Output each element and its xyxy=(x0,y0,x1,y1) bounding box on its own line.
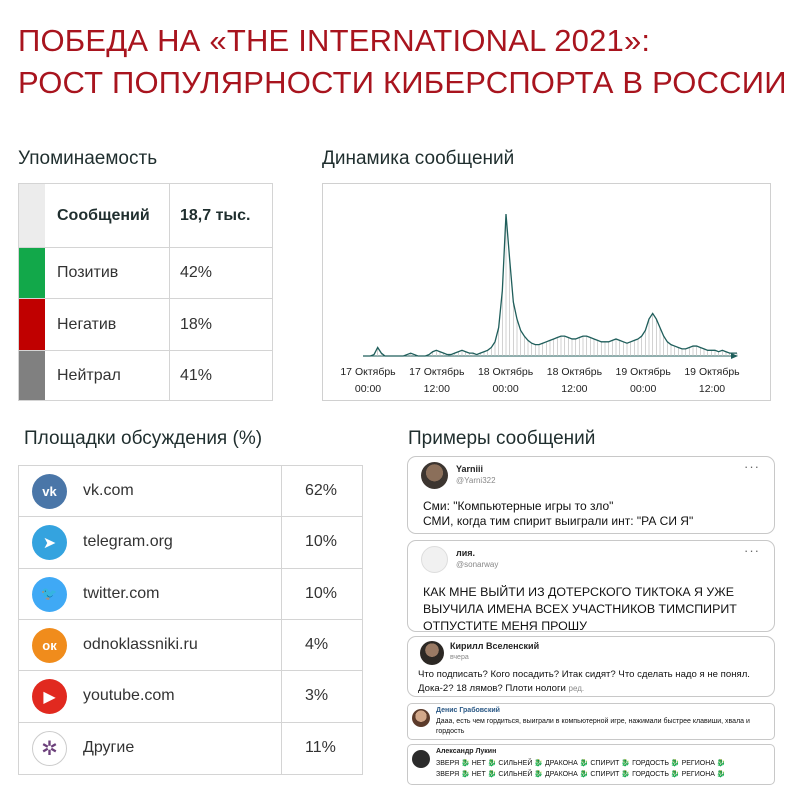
message-card: Александр Лукин ЗВЕРЯ 🐉 НЕТ 🐉 СИЛЬНЕЙ 🐉 … xyxy=(407,744,775,785)
x-tick-time: 12:00 xyxy=(699,383,725,395)
platform-row: ➤ telegram.org 10% xyxy=(19,517,362,569)
title-line-2: РОСТ ПОПУЛЯРНОСТИ КИБЕРСПОРТА В РОССИИ xyxy=(18,65,787,100)
message-handle: @Yarni322 xyxy=(456,476,496,485)
x-tick-date: 18 Октябрь xyxy=(547,366,603,378)
avatar xyxy=(421,546,448,573)
chart-end-marker xyxy=(731,353,738,359)
mentions-label: Негатив xyxy=(57,315,117,333)
mentions-value: 41% xyxy=(169,351,212,400)
x-tick-time: 00:00 xyxy=(355,383,381,395)
mentions-swatch xyxy=(19,299,45,350)
twitter-icon: 🐦 xyxy=(32,576,67,612)
message-text-line: ЗВЕРЯ 🐉 НЕТ 🐉 СИЛЬНЕЙ 🐉 ДРАКОНА 🐉 СПИРИТ… xyxy=(436,760,726,767)
platform-name: twitter.com xyxy=(83,584,160,602)
chart-series-line xyxy=(363,213,737,357)
edited-label: ред. xyxy=(568,684,585,693)
x-tick-date: 18 Октябрь xyxy=(478,366,534,378)
telegram-icon: ➤ xyxy=(32,525,67,561)
platform-percent: 4% xyxy=(281,620,362,671)
message-dynamics-chart: 17 Октябрь 00:00 17 Октябрь 12:00 18 Октябрь… xyxy=(322,183,771,401)
platform-name: telegram.org xyxy=(83,533,173,551)
platforms-table: vk vk.com 62% ➤ telegram.org 10% 🐦 twitter.com 1… xyxy=(18,465,363,775)
page-title: ПОБЕДА НА «THE INTERNATIONAL 2021»: РОСТ… xyxy=(18,20,787,104)
mentions-heading: Упоминаемость xyxy=(18,148,158,169)
chart-svg: 17 Октябрь 00:00 17 Октябрь 12:00 18 Октябрь… xyxy=(340,213,740,395)
message-author: Александр Лукин xyxy=(436,748,497,755)
message-date: вчера xyxy=(450,654,469,661)
mentions-row-negative: Негатив 18% xyxy=(19,299,272,351)
avatar xyxy=(420,641,444,665)
x-tick-date: 17 Октябрь xyxy=(409,366,465,378)
platform-row: 🐦 twitter.com 10% xyxy=(19,568,362,620)
x-tick-time: 00:00 xyxy=(630,383,656,395)
platforms-heading: Площадки обсуждения (%) xyxy=(24,428,263,449)
x-tick-time: 00:00 xyxy=(492,383,518,395)
mentions-table: Сообщений 18,7 тыс. Позитив 42% Негатив … xyxy=(18,183,273,401)
examples-heading: Примеры сообщений xyxy=(408,428,596,449)
mentions-row-neutral: Нейтрал 41% xyxy=(19,351,272,400)
avatar xyxy=(412,750,430,768)
platform-percent: 10% xyxy=(281,517,362,568)
platform-row: ▶ youtube.com 3% xyxy=(19,671,362,723)
platform-percent: 3% xyxy=(281,671,362,722)
vk-icon: vk xyxy=(32,474,67,509)
platform-name: odnoklassniki.ru xyxy=(83,636,198,654)
platform-name: Другие xyxy=(83,739,135,757)
mentions-label: Позитив xyxy=(57,264,119,281)
mentions-swatch xyxy=(19,248,45,298)
mentions-label: Нейтрал xyxy=(57,366,121,384)
x-tick-time: 12:00 xyxy=(424,383,450,395)
mentions-row-positive: Позитив 42% xyxy=(19,248,272,299)
more-options-icon[interactable]: ··· xyxy=(744,543,760,558)
platform-row: ✲ Другие 11% xyxy=(19,722,362,774)
message-handle: @sonarway xyxy=(456,560,499,569)
platform-percent: 10% xyxy=(281,568,362,619)
message-text: Дааа, есть чем гордиться, выиграли в ком… xyxy=(436,718,750,735)
avatar xyxy=(412,709,430,727)
x-tick-time: 12:00 xyxy=(561,383,587,395)
message-text: КАК МНЕ ВЫЙТИ ИЗ ДОТЕРСКОГО ТИКТОКА Я УЖ… xyxy=(423,585,737,632)
platform-row: vk vk.com 62% xyxy=(19,466,362,518)
platform-percent: 62% xyxy=(281,466,362,517)
odnoklassniki-icon: ок xyxy=(32,628,67,663)
mentions-row-messages: Сообщений 18,7 тыс. xyxy=(19,184,272,248)
message-text: Сми: "Компьютерные игры то зло" СМИ, ког… xyxy=(423,499,694,528)
message-text: Что подписать? Кого посадить? Итак сидят… xyxy=(418,668,770,696)
message-text-line: ЗВЕРЯ 🐉 НЕТ 🐉 СИЛЬНЕЙ 🐉 ДРАКОНА 🐉 СПИРИТ… xyxy=(436,771,726,778)
x-tick-date: 17 Октябрь xyxy=(340,366,396,378)
message-author: лия. xyxy=(456,548,476,558)
mentions-label: Сообщений xyxy=(57,206,150,224)
platform-row: ок odnoklassniki.ru 4% xyxy=(19,620,362,672)
network-icon: ✲ xyxy=(32,730,67,766)
title-line-1: ПОБЕДА НА «THE INTERNATIONAL 2021»: xyxy=(18,23,651,58)
message-author: Денис Грабовский xyxy=(436,707,500,714)
message-card: Кирилл Вселенский вчера Что подписать? К… xyxy=(407,636,775,697)
platform-name: vk.com xyxy=(83,482,134,500)
message-card: Денис Грабовский Дааа, есть чем гордитьс… xyxy=(407,703,775,740)
more-options-icon[interactable]: ··· xyxy=(744,459,760,474)
chart-title: Динамика сообщений xyxy=(322,148,515,169)
mentions-value: 42% xyxy=(169,248,212,298)
message-card: лия. @sonarway ··· КАК МНЕ ВЫЙТИ ИЗ ДОТЕ… xyxy=(407,540,775,632)
platform-name: youtube.com xyxy=(83,687,175,705)
youtube-icon: ▶ xyxy=(32,679,67,715)
message-author: Yarniii xyxy=(456,464,484,474)
mentions-value: 18,7 тыс. xyxy=(169,184,250,247)
x-tick-date: 19 Октябрь xyxy=(684,366,740,378)
message-card: Yarniii @Yarni322 ··· Сми: "Компьютерные… xyxy=(407,456,775,534)
x-tick-date: 19 Октябрь xyxy=(616,366,672,378)
mentions-swatch xyxy=(19,351,45,400)
platform-percent: 11% xyxy=(281,722,362,774)
avatar xyxy=(421,462,448,489)
mentions-swatch xyxy=(19,184,45,247)
message-author: Кирилл Вселенский xyxy=(450,641,540,651)
message-body: Что подписать? Кого посадить? Итак сидят… xyxy=(418,669,750,694)
mentions-value: 18% xyxy=(169,299,212,350)
